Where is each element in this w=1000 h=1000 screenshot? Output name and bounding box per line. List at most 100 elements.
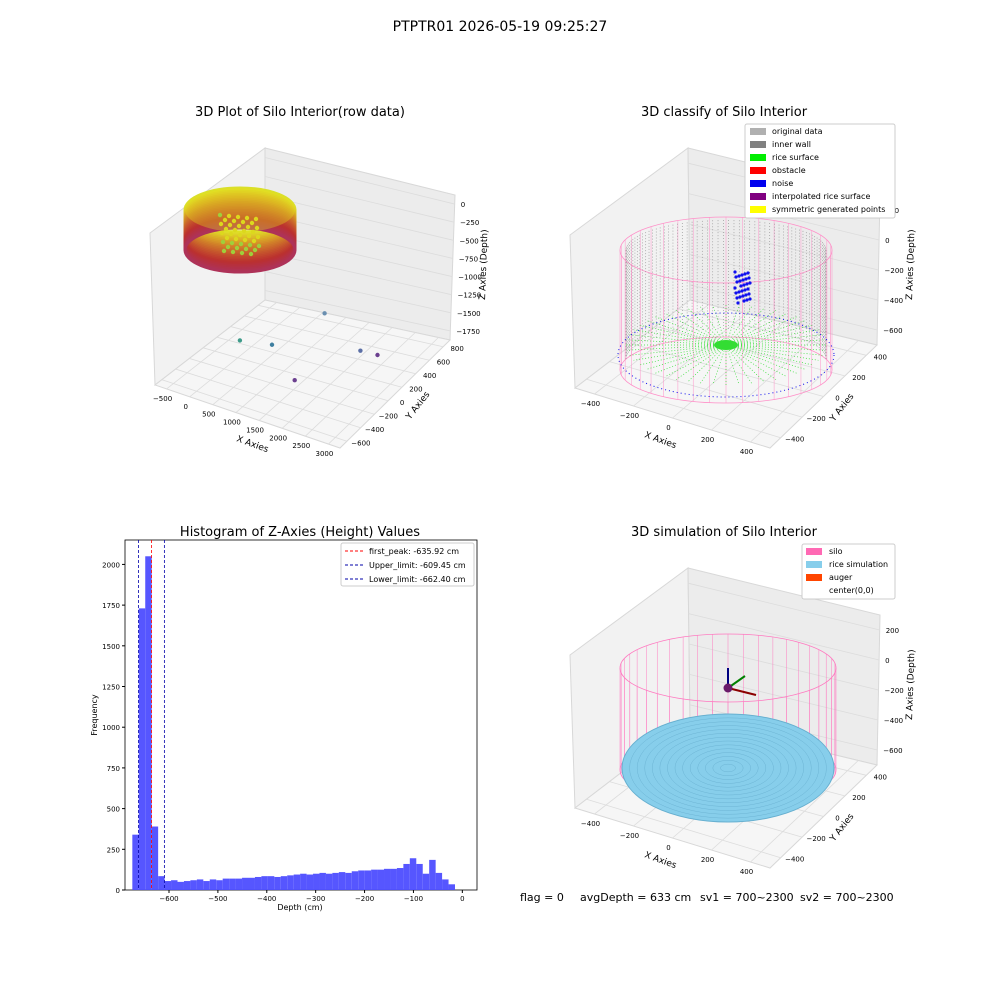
legend-label: Lower_limit: -662.40 cm bbox=[369, 575, 466, 584]
figure-suptitle: PTPTR01 2026-05-19 09:25:27 bbox=[393, 19, 608, 35]
histogram-bar bbox=[403, 863, 410, 890]
histogram-title: Histogram of Z-Axies (Height) Values bbox=[180, 525, 420, 540]
axis-x-label: X Axies bbox=[643, 430, 678, 451]
x-arrow bbox=[727, 687, 757, 696]
histogram-bar bbox=[345, 872, 352, 890]
noise-point bbox=[746, 271, 750, 275]
grid-line bbox=[688, 582, 880, 631]
axis-x-label: X Axies bbox=[643, 850, 678, 871]
y-tick-label: 600 bbox=[437, 358, 450, 366]
y-tick-label: 1250 bbox=[102, 684, 120, 692]
panel-histogram: Histogram of Z-Axies (Height) Values −60… bbox=[90, 525, 478, 912]
noise-point bbox=[744, 277, 748, 281]
y-tick-label: −400 bbox=[785, 856, 804, 864]
data-point bbox=[219, 230, 225, 236]
noise-point bbox=[742, 283, 746, 287]
y-tick-label: −200 bbox=[806, 415, 825, 423]
silo-shell-ring bbox=[183, 226, 297, 274]
legend-swatch bbox=[750, 193, 766, 200]
noise-point bbox=[746, 287, 750, 291]
axis-z-label: Z Axies (Depth) bbox=[478, 229, 490, 300]
y-tick-label: 200 bbox=[409, 385, 422, 393]
histogram-bar bbox=[364, 870, 372, 890]
data-point bbox=[248, 251, 254, 257]
outlier-point bbox=[358, 348, 363, 353]
data-point bbox=[256, 243, 262, 249]
histogram-bar bbox=[164, 881, 172, 890]
x-tick-label: −200 bbox=[620, 832, 639, 840]
noise-point bbox=[737, 274, 741, 278]
noise-point bbox=[744, 293, 748, 297]
panel-raw-title: 3D Plot of Silo Interior(row data) bbox=[195, 105, 405, 120]
noise-point bbox=[743, 288, 747, 292]
histogram-bar bbox=[254, 876, 262, 890]
z-tick-label: −500 bbox=[459, 237, 478, 245]
histogram-bar bbox=[261, 876, 268, 890]
x-tick-label: 500 bbox=[202, 411, 215, 419]
z-tick-label: −1750 bbox=[456, 328, 480, 336]
histogram-bar bbox=[435, 872, 443, 890]
noise-point bbox=[736, 301, 740, 305]
data-point bbox=[224, 235, 230, 241]
x-tick-label: 1000 bbox=[223, 419, 241, 427]
grid-line bbox=[175, 368, 361, 429]
grid-line bbox=[203, 347, 389, 402]
rice-surface-ray bbox=[725, 320, 806, 346]
histogram-bar bbox=[371, 869, 378, 890]
rice-surface-ray bbox=[633, 329, 727, 346]
data-point bbox=[240, 219, 246, 225]
data-point bbox=[253, 216, 259, 222]
y-tick-label: −200 bbox=[379, 412, 398, 420]
y-tick-label: 750 bbox=[107, 765, 120, 773]
grid-line bbox=[688, 613, 880, 661]
rice-mesh-ring bbox=[652, 729, 804, 807]
grid-line bbox=[235, 317, 347, 413]
histogram-bar bbox=[287, 875, 294, 890]
histogram-bar bbox=[313, 873, 320, 890]
y-tick-label: 500 bbox=[107, 806, 120, 814]
y-tick-label: 1000 bbox=[102, 724, 120, 732]
x-tick-label: −100 bbox=[404, 895, 423, 903]
noise-point bbox=[733, 270, 737, 274]
legend-label: symmetric generated points bbox=[772, 205, 885, 214]
rice-mesh-ring bbox=[644, 725, 812, 811]
data-point bbox=[220, 239, 226, 245]
histogram-bar bbox=[442, 879, 449, 890]
rice-surface-ray bbox=[664, 344, 727, 378]
noise-point bbox=[737, 290, 741, 294]
z-tick-label: −1500 bbox=[457, 310, 481, 318]
y-tick-label: −400 bbox=[785, 436, 804, 444]
footer-flag: flag = 0 bbox=[520, 891, 564, 904]
histogram-bar bbox=[203, 881, 210, 890]
data-point bbox=[241, 228, 247, 234]
grid-line bbox=[189, 358, 375, 415]
histogram-bar bbox=[332, 872, 339, 890]
histogram-bar bbox=[216, 880, 223, 890]
grid-line bbox=[586, 378, 781, 439]
legend: original data inner wall rice surface obsta… bbox=[744, 123, 896, 219]
rice-surface-ray bbox=[646, 344, 727, 370]
rice-surface-ray bbox=[725, 344, 819, 361]
histogram-bar bbox=[358, 870, 365, 890]
data-point bbox=[217, 212, 223, 218]
grid-line bbox=[609, 361, 803, 418]
histogram-bar bbox=[384, 868, 391, 890]
rice-surface-ray bbox=[646, 320, 727, 346]
data-point bbox=[235, 214, 241, 220]
rice-surface-ray bbox=[725, 310, 777, 346]
rice-surface-ray bbox=[675, 344, 727, 380]
noise-ring bbox=[617, 312, 835, 398]
x-tick-label: −500 bbox=[208, 895, 227, 903]
noise-point bbox=[743, 272, 747, 276]
z-tick-label: −400 bbox=[884, 717, 903, 725]
rice-mesh-ring bbox=[705, 756, 751, 780]
rice-mesh-ring bbox=[667, 736, 789, 800]
histogram-bar bbox=[409, 858, 417, 890]
data-point bbox=[254, 225, 260, 231]
footer-sv2: sv2 = 700~2300 bbox=[800, 891, 894, 904]
rice-surface-ray bbox=[725, 334, 823, 346]
x-tick-label: 200 bbox=[701, 436, 714, 444]
grid-line bbox=[655, 326, 846, 377]
legend-label: interpolated rice surface bbox=[772, 192, 870, 201]
rice-surface-ray bbox=[712, 305, 727, 346]
